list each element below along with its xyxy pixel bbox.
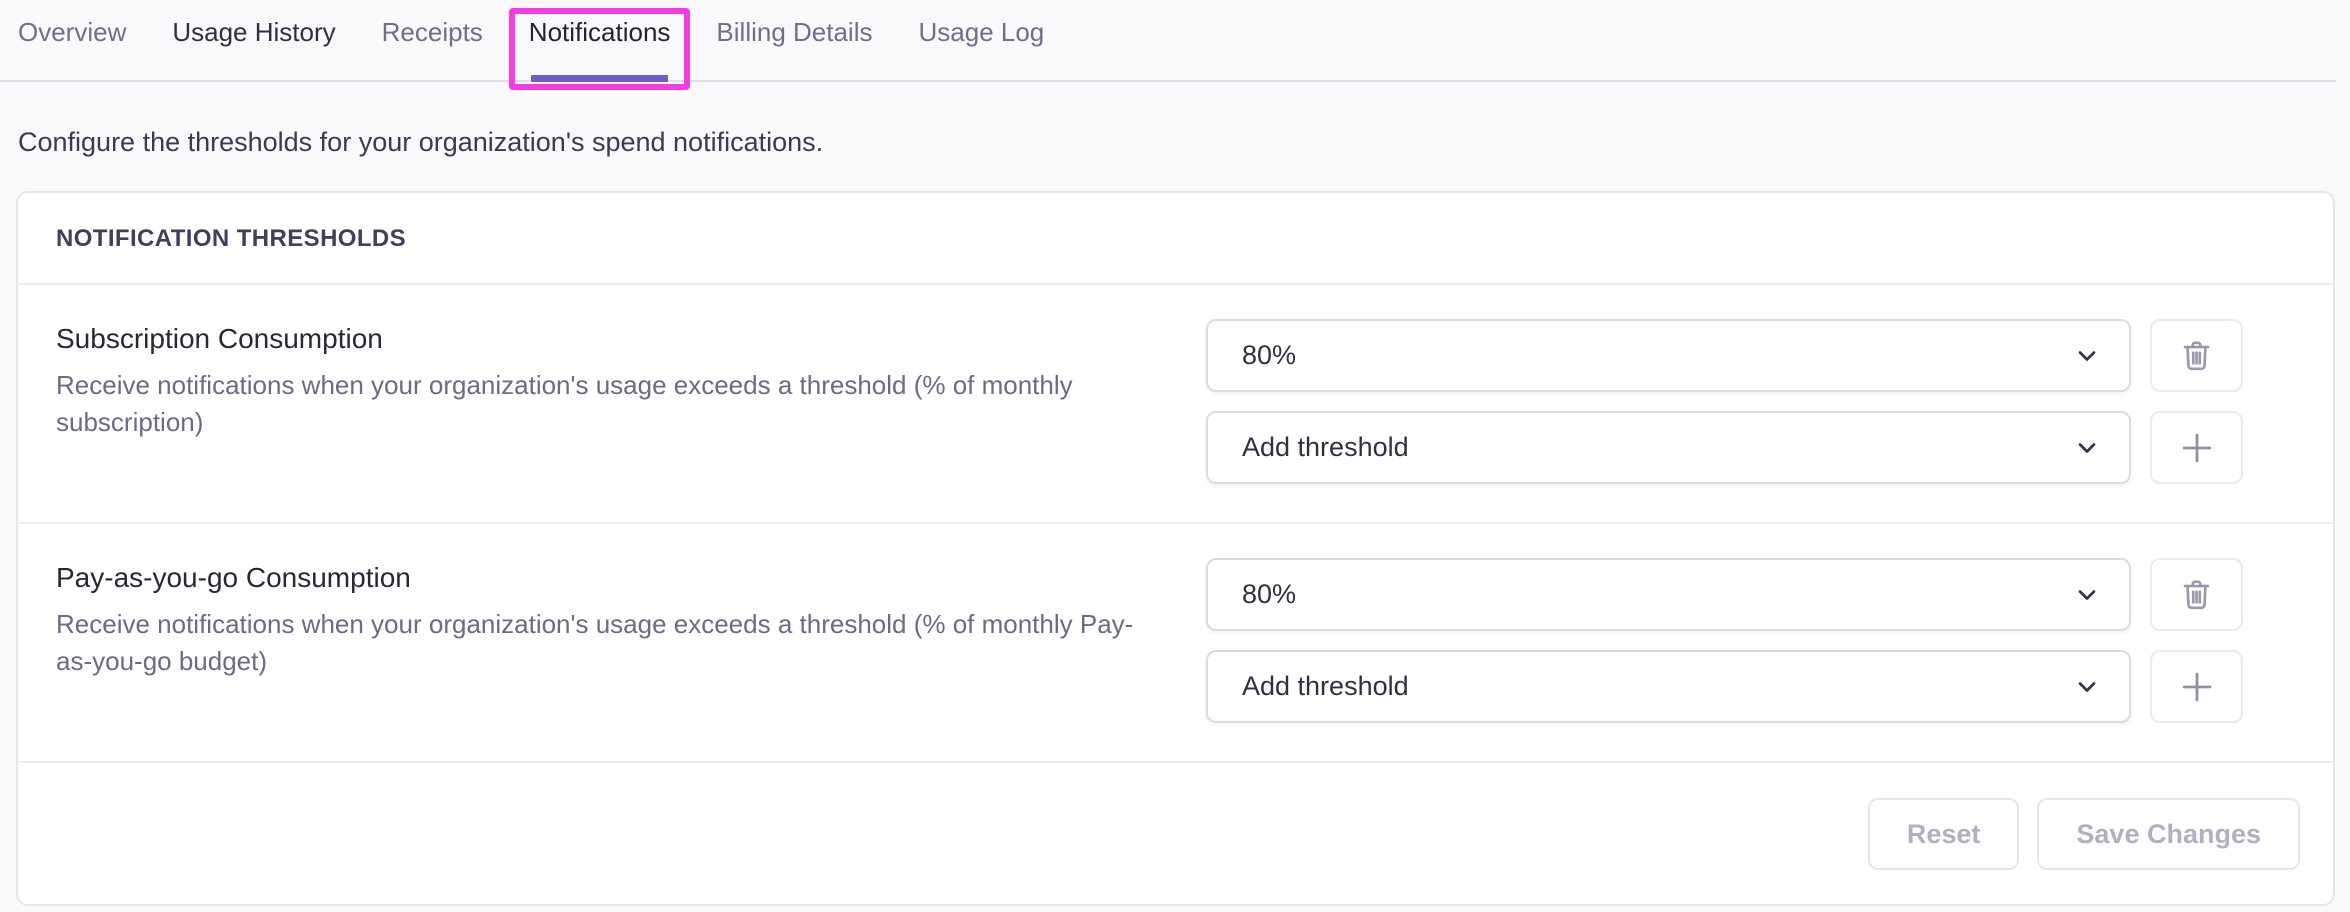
card-footer: Reset Save Changes [18,763,2333,904]
plus-icon [2175,426,2219,470]
add-threshold-button[interactable] [2150,650,2243,723]
chevron-down-icon [2073,673,2101,701]
tab-billing-details[interactable]: Billing Details [716,17,873,47]
notification-thresholds-card: NOTIFICATION THRESHOLDS Subscription Con… [16,191,2335,906]
trash-icon [2178,337,2215,374]
reset-button[interactable]: Reset [1867,798,2020,870]
chevron-down-icon [2073,434,2101,462]
tab-usage-log[interactable]: Usage Log [918,17,1045,47]
tab-overview[interactable]: Overview [18,17,127,47]
trash-icon [2178,576,2215,613]
card-title: NOTIFICATION THRESHOLDS [18,193,2333,285]
save-changes-button[interactable]: Save Changes [2037,798,2300,870]
threshold-select-value: 80% [1242,579,1297,609]
section-description: Receive notifications when your organiza… [56,370,1073,437]
section-controls: 80% [1206,558,2243,723]
section-title: Pay-as-you-go Consumption [56,562,411,593]
section-subscription-consumption: Subscription Consumption Receive notific… [18,285,2333,524]
add-threshold-select[interactable]: Add threshold [1206,650,2131,723]
tab-bar: Overview Usage History Receipts Notifica… [0,0,2336,90]
tab-notifications-label: Notifications [528,17,671,47]
chevron-down-icon [2073,581,2101,609]
add-threshold-select-value: Add threshold [1242,432,1409,462]
section-controls: 80% [1206,319,2243,484]
threshold-select[interactable]: 80% [1206,319,2131,392]
tab-receipts[interactable]: Receipts [381,17,483,47]
section-info: Subscription Consumption Receive notific… [56,319,1186,484]
section-title: Subscription Consumption [56,323,383,354]
add-threshold-button[interactable] [2150,411,2243,484]
active-tab-underline [530,75,669,82]
add-threshold-select-value: Add threshold [1242,671,1409,701]
add-threshold-select[interactable]: Add threshold [1206,411,2131,484]
tab-usage-history[interactable]: Usage History [172,17,336,47]
section-info: Pay-as-you-go Consumption Receive notifi… [56,558,1186,723]
delete-threshold-button[interactable] [2150,558,2243,631]
threshold-select[interactable]: 80% [1206,558,2131,631]
section-description: Receive notifications when your organiza… [56,609,1134,676]
delete-threshold-button[interactable] [2150,319,2243,392]
chevron-down-icon [2073,342,2101,370]
page-description: Configure the thresholds for your organi… [18,127,824,157]
tab-notifications[interactable]: Notifications [508,8,691,90]
section-payg-consumption: Pay-as-you-go Consumption Receive notifi… [18,524,2333,763]
plus-icon [2175,665,2219,709]
threshold-select-value: 80% [1242,340,1297,370]
